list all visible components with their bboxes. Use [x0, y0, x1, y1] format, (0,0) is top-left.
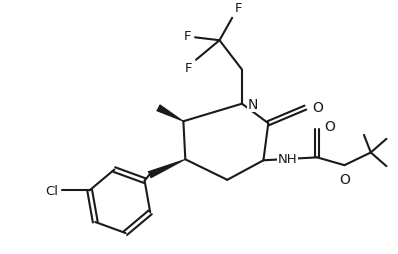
Text: N: N	[248, 98, 258, 112]
Text: Cl: Cl	[45, 185, 59, 198]
Text: F: F	[235, 2, 243, 15]
Text: O: O	[324, 120, 335, 134]
Text: F: F	[184, 30, 191, 43]
Text: O: O	[339, 173, 350, 187]
Polygon shape	[156, 104, 183, 122]
Text: O: O	[312, 101, 323, 115]
Text: NH: NH	[277, 153, 297, 166]
Polygon shape	[148, 159, 185, 179]
Text: F: F	[185, 62, 192, 75]
